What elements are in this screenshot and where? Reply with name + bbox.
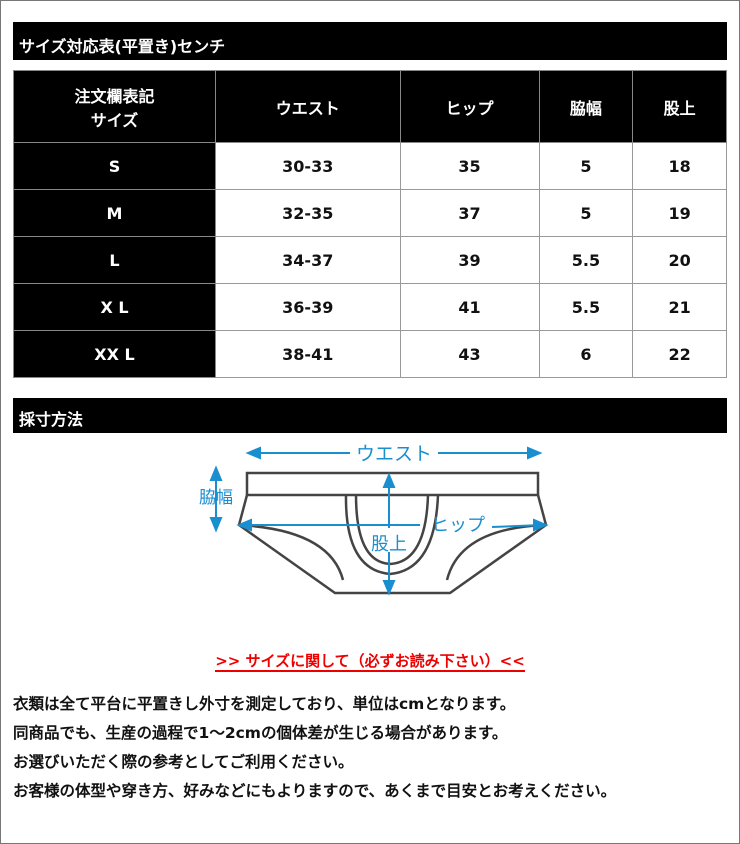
header-side: 脇幅: [538, 70, 634, 143]
header-waist: ウエスト: [215, 70, 401, 143]
value-cell: 41: [399, 283, 540, 331]
value-cell: 21: [632, 283, 727, 331]
header-hip: ヒップ: [399, 70, 540, 143]
value-cell: 39: [399, 236, 540, 284]
size-notice-link[interactable]: >> サイズに関して（必ずお読み下さい）<<: [0, 650, 740, 672]
value-cell: 22: [632, 330, 727, 378]
value-cell: 32-35: [215, 189, 401, 237]
measurement-diagram: ウエスト 脇幅 ヒップ 股上: [199, 443, 549, 596]
size-cell: S: [13, 142, 216, 190]
table-row: L 34-37 39 5.5 20: [13, 236, 727, 284]
notice-line: 衣類は全て平台に平置きし外寸を測定しており、単位はcmとなります。: [13, 695, 516, 713]
value-cell: 37: [399, 189, 540, 237]
value-cell: 20: [632, 236, 727, 284]
value-cell: 43: [399, 330, 540, 378]
header-size: 注文欄表記 サイズ: [13, 70, 216, 143]
size-cell: M: [13, 189, 216, 237]
rise-label: 股上: [371, 534, 407, 555]
notice-line: お選びいただく際の参考としてご利用ください。: [13, 753, 354, 771]
value-cell: 5: [538, 189, 634, 237]
value-cell: 5: [538, 142, 634, 190]
arrows: [209, 446, 549, 596]
value-cell: 38-41: [215, 330, 401, 378]
size-table: 注文欄表記 サイズ ウエスト ヒップ 脇幅 股上 S 30-33 35 5 18 M 32-…: [13, 70, 727, 378]
header-rise: 股上: [632, 70, 727, 143]
waist-label: ウエスト: [356, 443, 432, 465]
value-cell: 6: [538, 330, 634, 378]
side-label: 脇幅: [199, 488, 233, 508]
value-cell: 5.5: [538, 283, 634, 331]
notice-lines: 衣類は全て平台に平置きし外寸を測定しており、単位はcmとなります。 同商品でも、…: [13, 690, 616, 806]
size-chart-title: サイズ対応表(平置き)センチ: [13, 22, 727, 60]
value-cell: 35: [399, 142, 540, 190]
hip-label: ヒップ: [431, 515, 485, 536]
value-cell: 34-37: [215, 236, 401, 284]
size-cell: XX L: [13, 330, 216, 378]
notice-line: 同商品でも、生産の過程で1～2cmの個体差が生じる場合があります。: [13, 724, 508, 742]
value-cell: 5.5: [538, 236, 634, 284]
table-row: M 32-35 37 5 19: [13, 189, 727, 237]
table-row: XX L 38-41 43 6 22: [13, 330, 727, 378]
table-header-row: 注文欄表記 サイズ ウエスト ヒップ 脇幅 股上: [13, 70, 727, 143]
value-cell: 19: [632, 189, 727, 237]
value-cell: 18: [632, 142, 727, 190]
value-cell: 36-39: [215, 283, 401, 331]
table-row: X L 36-39 41 5.5 21: [13, 283, 727, 331]
size-notice-link-text[interactable]: >> サイズに関して（必ずお読み下さい）<<: [215, 652, 525, 672]
measure-title: 採寸方法: [13, 398, 727, 433]
value-cell: 30-33: [215, 142, 401, 190]
notice-line: お客様の体型や穿き方、好みなどにもよりますので、あくまで目安とお考えください。: [13, 782, 617, 800]
briefs-outline: [237, 471, 548, 595]
size-cell: L: [13, 236, 216, 284]
size-cell: X L: [13, 283, 216, 331]
table-row: S 30-33 35 5 18: [13, 142, 727, 190]
